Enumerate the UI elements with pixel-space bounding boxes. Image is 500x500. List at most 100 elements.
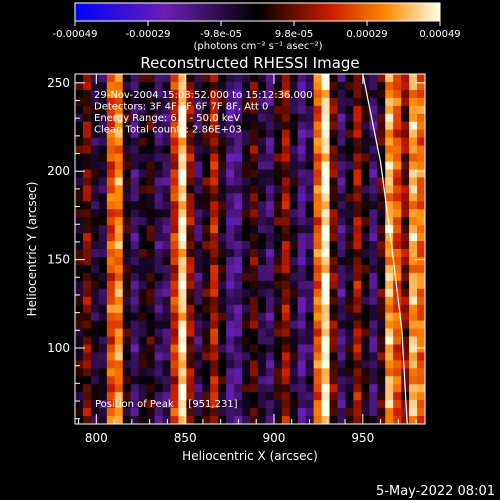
heatmap-cell [361, 304, 370, 314]
heatmap-cell [393, 105, 402, 115]
heatmap-cell [138, 320, 148, 330]
heatmap-cell [345, 249, 354, 258]
heatmap-cell [226, 400, 235, 409]
heatmap-cell [361, 280, 370, 290]
heatmap-cell [170, 352, 179, 361]
heatmap-cell [313, 185, 323, 194]
heatmap-cell [170, 145, 179, 155]
heatmap-cell [417, 241, 425, 250]
heatmap-cell [194, 129, 203, 139]
heatmap-cell [250, 288, 259, 298]
heatmap-cell [313, 129, 323, 139]
heatmap-cell [281, 121, 291, 131]
heatmap-cell [122, 74, 132, 83]
heatmap-cell [377, 256, 386, 266]
heatmap-cell [377, 288, 386, 298]
heatmap-cell [202, 209, 211, 218]
heatmap-cell [122, 169, 132, 178]
heatmap-cell [361, 129, 370, 139]
heatmap-cell [234, 201, 243, 210]
heatmap-cell [194, 392, 203, 401]
heatmap-cell [305, 225, 315, 234]
heatmap-cell [106, 376, 116, 385]
heatmap-cell [122, 296, 132, 306]
heatmap-cell [202, 161, 211, 171]
heatmap-cell [321, 256, 331, 266]
heatmap-cell [98, 241, 108, 250]
heatmap-cell [297, 105, 307, 115]
heatmap-cell [393, 336, 402, 346]
heatmap-cell [265, 129, 275, 139]
heatmap-cell [75, 416, 84, 424]
heatmap-cell [122, 241, 132, 250]
heatmap-cell [202, 272, 211, 282]
heatmap-cell [82, 272, 92, 282]
heatmap-cell [377, 225, 386, 234]
heatmap-cell [178, 145, 187, 155]
heatmap-cell [154, 320, 164, 330]
heatmap-cell [210, 97, 219, 107]
heatmap-cell [178, 296, 187, 306]
heatmap-cell [146, 416, 156, 424]
heatmap-cell [106, 177, 116, 186]
heatmap-cell [106, 344, 116, 353]
heatmap-cell [273, 352, 283, 361]
heatmap-cell [226, 145, 235, 155]
heatmap-cell [337, 400, 347, 409]
heatmap-cell [321, 304, 331, 314]
heatmap-cell [146, 97, 156, 107]
heatmap-cell [130, 153, 140, 163]
heatmap-cell [234, 129, 243, 139]
heatmap-cell [250, 376, 259, 385]
annotation-line: 29-Nov-2004 15:08:52.000 to 15:12:36.000 [94, 90, 313, 101]
heatmap-cell [377, 97, 386, 107]
heatmap-cell [321, 392, 331, 401]
heatmap-cell [337, 360, 347, 369]
heatmap-cell [170, 129, 179, 139]
heatmap-cell [313, 201, 323, 210]
heatmap-cell [345, 241, 354, 250]
heatmap-cell [75, 296, 84, 306]
heatmap-cell [226, 105, 235, 115]
heatmap-cell [281, 304, 291, 314]
heatmap-cell [138, 288, 148, 298]
heatmap-cell [250, 233, 259, 242]
heatmap-cell [122, 177, 132, 186]
heatmap-cell [122, 304, 132, 314]
heatmap-cell [202, 81, 211, 91]
heatmap-cell [409, 169, 418, 178]
heatmap-cell [345, 169, 354, 178]
heatmap-cell [417, 105, 425, 115]
heatmap-cell [210, 280, 219, 290]
heatmap-cell [361, 89, 370, 99]
heatmap-cell [234, 249, 243, 258]
heatmap-cell [218, 256, 227, 266]
heatmap-cell [106, 201, 116, 210]
heatmap-cell [234, 296, 243, 306]
heatmap-cell [226, 193, 235, 202]
heatmap-cell [154, 336, 164, 346]
heatmap-cell [313, 304, 323, 314]
heatmap-cell [226, 408, 235, 417]
heatmap-cell [202, 217, 211, 226]
heatmap-cell [250, 81, 259, 91]
heatmap-cell [178, 264, 187, 274]
heatmap-cell [170, 97, 179, 107]
heatmap-cell [114, 320, 124, 330]
heatmap-cell [218, 129, 227, 139]
heatmap-cell [202, 384, 211, 393]
heatmap-cell [194, 416, 203, 424]
heatmap-cell [401, 280, 410, 290]
heatmap-cell [250, 264, 259, 274]
heatmap-cell [353, 400, 362, 409]
heatmap-cell [417, 161, 425, 171]
heatmap-cell [401, 408, 410, 417]
heatmap-cell [194, 201, 203, 210]
heatmap-cell [297, 153, 307, 163]
heatmap-cell [329, 113, 339, 123]
heatmap-cell [281, 408, 291, 417]
heatmap-cell [242, 256, 251, 266]
heatmap-cell [409, 304, 418, 314]
heatmap-cell [345, 368, 354, 377]
heatmap-cell [273, 328, 283, 338]
